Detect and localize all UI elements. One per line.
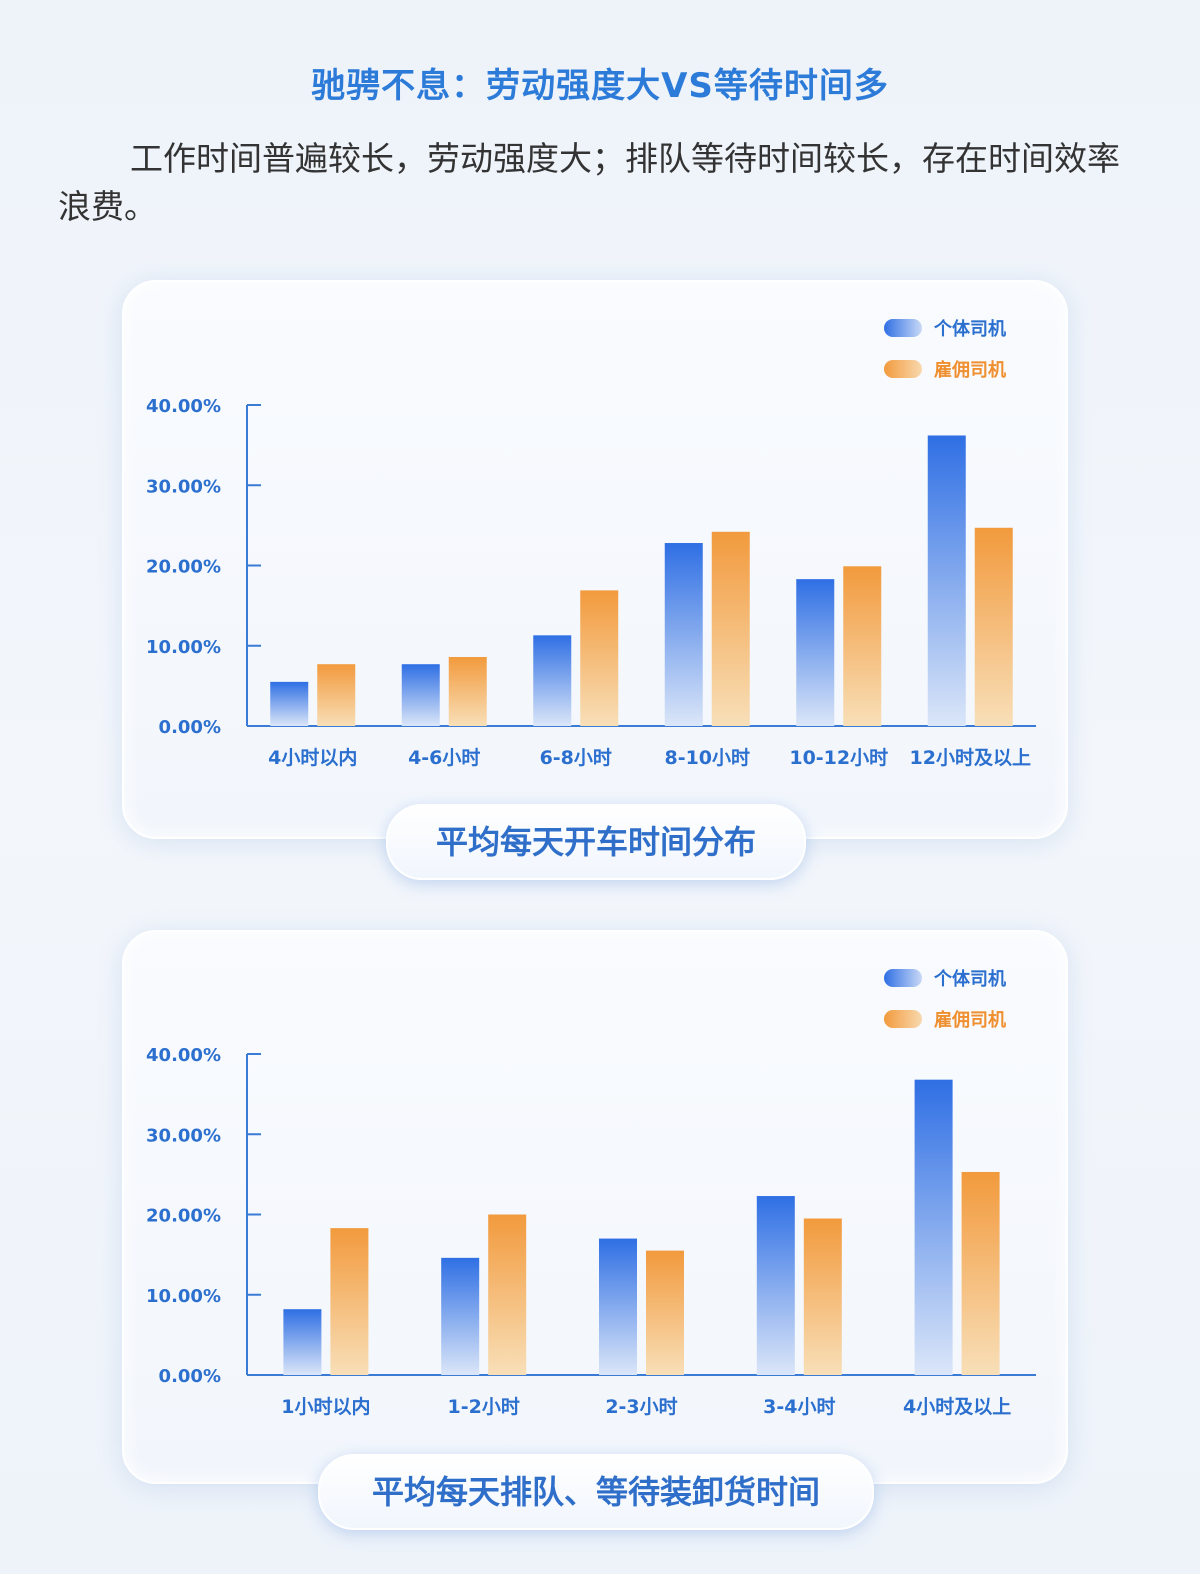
y-tick-label: 30.00% bbox=[146, 1125, 221, 1146]
bar-hired-driver bbox=[961, 1171, 1000, 1375]
legend-label-hired: 雇佣司机 bbox=[934, 1009, 1006, 1031]
intro-paragraph: 工作时间普遍较长，劳动强度大；排队等待时间较长，存在时间效率浪费。 bbox=[58, 139, 1120, 226]
bar-hired-driver bbox=[330, 1228, 369, 1375]
x-tick-label: 10-12小时 bbox=[789, 747, 888, 769]
chart-title-driving-time: 平均每天开车时间分布 bbox=[386, 804, 806, 880]
y-tick-label: 30.00% bbox=[146, 476, 221, 497]
bar-hired-driver bbox=[711, 531, 750, 726]
y-tick-label: 20.00% bbox=[146, 1206, 221, 1227]
bar-individual-driver bbox=[664, 543, 703, 726]
bar-individual-driver bbox=[533, 635, 572, 726]
x-tick-label: 3-4小时 bbox=[763, 1396, 835, 1418]
driving-time-bar-chart: 0.00% 10.00% 20.00% 30.00% 40.00% 4小时以内 4-6小时 6… bbox=[146, 318, 1036, 769]
legend-swatch-individual bbox=[884, 969, 922, 987]
bar-hired-driver bbox=[448, 656, 487, 726]
bar-individual-driver bbox=[270, 681, 309, 726]
bar-individual-driver bbox=[796, 579, 835, 726]
bar-individual-driver bbox=[283, 1309, 322, 1375]
bar-hired-driver bbox=[580, 590, 619, 726]
x-tick-label: 4-6小时 bbox=[408, 747, 480, 769]
bar-individual-driver bbox=[914, 1079, 953, 1375]
bar-hired-driver bbox=[646, 1250, 684, 1375]
legend-swatch-hired bbox=[884, 1010, 922, 1028]
page-title: 驰骋不息：劳动强度大VS等待时间多 bbox=[311, 66, 889, 106]
bar-individual-driver bbox=[756, 1196, 795, 1375]
bar-hired-driver bbox=[803, 1218, 842, 1375]
bar-hired-driver bbox=[317, 664, 356, 726]
y-tick-label: 40.00% bbox=[146, 396, 221, 417]
x-tick-label: 12小时及以上 bbox=[910, 747, 1031, 769]
chart-card-waiting-time: 0.00% 10.00% 20.00% 30.00% 40.00% 1小时以内 1-2小时 2… bbox=[122, 930, 1068, 1484]
y-tick-label: 0.00% bbox=[159, 1366, 221, 1387]
bar-individual-driver bbox=[927, 435, 966, 726]
bar-hired-driver bbox=[843, 566, 882, 726]
y-tick-label: 10.00% bbox=[146, 1286, 221, 1307]
x-tick-label: 1-2小时 bbox=[448, 1396, 520, 1418]
waiting-time-bar-chart: 0.00% 10.00% 20.00% 30.00% 40.00% 1小时以内 1-2小时 2… bbox=[146, 968, 1036, 1418]
legend-label-hired: 雇佣司机 bbox=[934, 359, 1006, 381]
bar-individual-driver bbox=[441, 1257, 480, 1375]
y-tick-label: 20.00% bbox=[146, 557, 221, 578]
y-tick-label: 10.00% bbox=[146, 637, 221, 658]
y-tick-label: 0.00% bbox=[159, 717, 221, 738]
x-tick-label: 4小时以内 bbox=[268, 746, 357, 769]
x-tick-label: 1小时以内 bbox=[281, 1395, 370, 1418]
bar-individual-driver bbox=[599, 1238, 637, 1375]
bar-hired-driver bbox=[488, 1214, 527, 1375]
legend-label-individual: 个体司机 bbox=[933, 318, 1006, 340]
legend-label-individual: 个体司机 bbox=[933, 968, 1006, 990]
legend-swatch-hired bbox=[884, 360, 922, 378]
x-tick-label: 2-3小时 bbox=[605, 1396, 677, 1418]
x-tick-label: 6-8小时 bbox=[540, 747, 612, 769]
bar-individual-driver bbox=[401, 664, 440, 726]
bar-hired-driver bbox=[974, 527, 1013, 726]
x-tick-label: 8-10小时 bbox=[664, 747, 750, 769]
legend-swatch-individual bbox=[884, 319, 922, 337]
y-tick-label: 40.00% bbox=[146, 1045, 221, 1066]
chart-card-driving-time: 0.00% 10.00% 20.00% 30.00% 40.00% 4小时以内 4-6小时 6… bbox=[122, 280, 1068, 839]
x-tick-label: 4小时及以上 bbox=[903, 1396, 1011, 1418]
chart-title-waiting-time: 平均每天排队、等待装卸货时间 bbox=[318, 1454, 874, 1530]
